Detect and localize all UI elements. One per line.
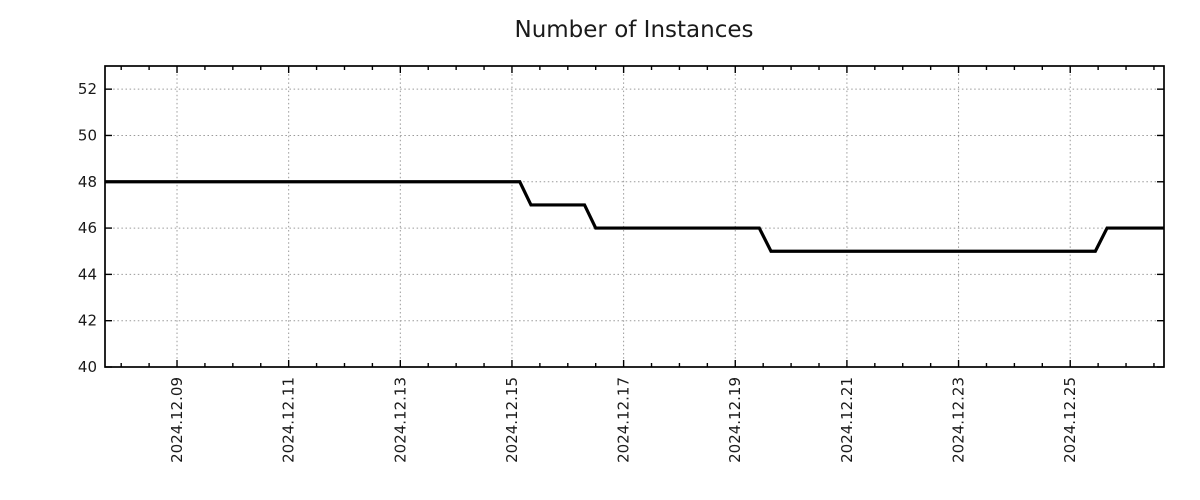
x-tick-label: 2024.12.17 (615, 377, 633, 463)
axis-ticks (105, 66, 1164, 368)
x-axis-labels: 2024.12.09 2024.12.11 2024.12.13 2024.12.15… (168, 377, 1079, 463)
y-tick-label: 46 (78, 219, 97, 237)
x-tick-label: 2024.12.13 (391, 377, 409, 463)
y-tick-label: 50 (78, 126, 97, 144)
x-tick-label: 2024.12.19 (726, 377, 744, 463)
y-tick-label: 52 (78, 80, 97, 98)
x-tick-label: 2024.12.23 (950, 377, 968, 463)
y-axis-labels: 40 42 44 46 48 50 52 (78, 80, 97, 376)
x-tick-label: 2024.12.25 (1061, 377, 1079, 463)
x-tick-label: 2024.12.11 (280, 377, 298, 463)
grid-lines (105, 66, 1164, 367)
y-tick-label: 44 (78, 265, 97, 283)
y-tick-label: 48 (78, 173, 97, 191)
y-tick-label: 42 (78, 312, 97, 330)
chart-title: Number of Instances (515, 17, 754, 43)
series-line-instances (105, 180, 1164, 253)
x-tick-label: 2024.12.15 (503, 377, 521, 463)
x-tick-label: 2024.12.21 (838, 377, 856, 463)
x-tick-label: 2024.12.09 (168, 377, 186, 463)
y-tick-label: 40 (78, 358, 97, 376)
plot-border (104, 65, 1165, 368)
